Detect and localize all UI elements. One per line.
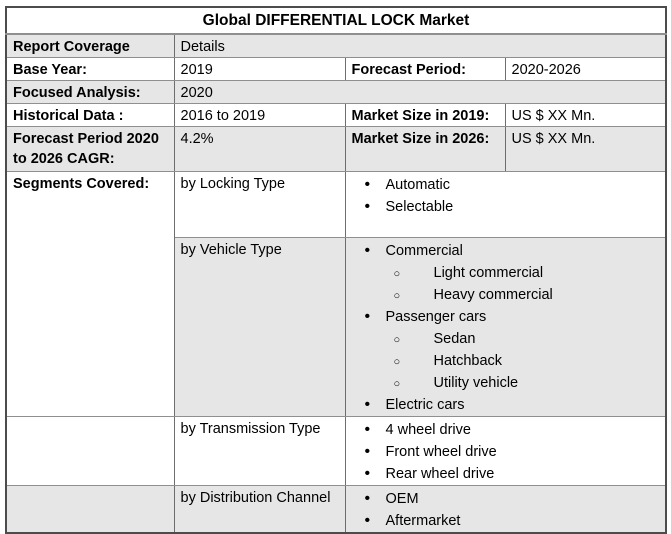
report-coverage-value: Details: [173, 33, 667, 58]
empty-cell: [5, 485, 175, 534]
bullet-item-light-commercial: Light commercial: [352, 262, 660, 285]
bullet-item-commercial: Commercial: [352, 240, 660, 262]
segment-row-distribution-channel: by Distribution Channel OEM Aftermarket: [5, 485, 667, 534]
segment-group-locking-type: by Locking Type: [173, 171, 346, 238]
market-size-2019-label: Market Size in 2019:: [344, 103, 506, 127]
market-size-2026-value: US $ XX Mn.: [504, 126, 667, 172]
forecast-cagr-row: Forecast Period 2020 to 2026 CAGR: 4.2% …: [5, 126, 667, 172]
base-year-row: Base Year: 2019 Forecast Period: 2020-20…: [5, 57, 667, 81]
historical-data-value: 2016 to 2019: [173, 103, 346, 127]
segment-list-distribution-channel: OEM Aftermarket: [344, 485, 667, 534]
forecast-period-label: Forecast Period:: [344, 57, 506, 81]
base-year-value: 2019: [173, 57, 346, 81]
bullet-item-selectable: Selectable: [352, 196, 660, 218]
bullet-item-heavy-commercial: Heavy commercial: [352, 284, 660, 307]
segment-group-transmission-type: by Transmission Type: [173, 416, 346, 486]
bullet-item-front-wheel-drive: Front wheel drive: [352, 441, 660, 463]
empty-cell: [5, 416, 175, 486]
forecast-cagr-label: Forecast Period 2020 to 2026 CAGR:: [5, 126, 175, 172]
bullet-list: Automatic Selectable: [352, 174, 660, 218]
report-coverage-label: Report Coverage: [5, 33, 175, 58]
segment-row-locking-type: Segments Covered: by Locking Type Automa…: [5, 171, 667, 417]
bullet-item-passenger-cars: Passenger cars: [352, 306, 660, 328]
bullet-item-4-wheel-drive: 4 wheel drive: [352, 419, 660, 441]
segment-list-vehicle-type: Commercial Light commercial Heavy commer…: [344, 237, 667, 417]
historical-data-row: Historical Data : 2016 to 2019 Market Si…: [5, 103, 667, 127]
base-year-label: Base Year:: [5, 57, 175, 81]
bullet-item-hatchback: Hatchback: [352, 350, 660, 373]
segment-list-locking-type: Automatic Selectable: [344, 171, 667, 238]
report-coverage-row: Report Coverage Details: [5, 33, 667, 58]
bullet-list: 4 wheel drive Front wheel drive Rear whe…: [352, 419, 660, 485]
segment-row-transmission-type: by Transmission Type 4 wheel drive Front…: [5, 416, 667, 486]
market-size-2019-value: US $ XX Mn.: [504, 103, 667, 127]
bullet-item-electric-cars: Electric cars: [352, 394, 660, 416]
focused-analysis-row: Focused Analysis: 2020: [5, 80, 667, 104]
page: Global DIFFERENTIAL LOCK Market Report C…: [0, 6, 671, 534]
bullet-item-rear-wheel-drive: Rear wheel drive: [352, 463, 660, 485]
segment-list-transmission-type: 4 wheel drive Front wheel drive Rear whe…: [344, 416, 667, 486]
market-report-table: Global DIFFERENTIAL LOCK Market Report C…: [5, 6, 667, 534]
segment-group-distribution-channel: by Distribution Channel: [173, 485, 346, 534]
segments-covered-label: Segments Covered:: [5, 171, 175, 417]
historical-data-label: Historical Data :: [5, 103, 175, 127]
bullet-item-oem: OEM: [352, 488, 660, 510]
bullet-item-sedan: Sedan: [352, 328, 660, 351]
bullet-item-utility-vehicle: Utility vehicle: [352, 372, 660, 395]
title-row: Global DIFFERENTIAL LOCK Market: [5, 6, 667, 35]
market-size-2026-label: Market Size in 2026:: [344, 126, 506, 172]
forecast-cagr-value: 4.2%: [173, 126, 346, 172]
bullet-item-aftermarket: Aftermarket: [352, 510, 660, 532]
segment-group-vehicle-type: by Vehicle Type: [173, 237, 346, 417]
focused-analysis-label: Focused Analysis:: [5, 80, 175, 104]
segment-row-vehicle-type: by Vehicle Type Commercial Light commerc…: [6, 237, 667, 417]
focused-analysis-value: 2020: [173, 80, 667, 104]
page-title: Global DIFFERENTIAL LOCK Market: [5, 6, 667, 35]
forecast-period-value: 2020-2026: [504, 57, 667, 81]
bullet-list: Commercial Light commercial Heavy commer…: [352, 240, 660, 416]
bullet-list: OEM Aftermarket: [352, 488, 660, 532]
bullet-item-automatic: Automatic: [352, 174, 660, 196]
